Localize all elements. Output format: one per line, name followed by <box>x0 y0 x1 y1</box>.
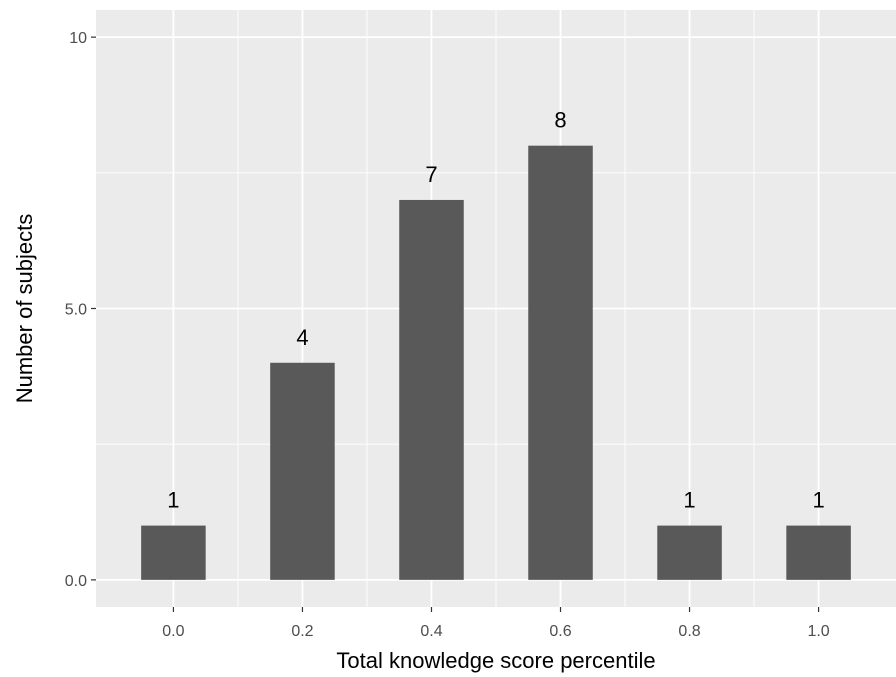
x-tick-label: 0.4 <box>420 623 442 640</box>
bar-value-label: 1 <box>683 488 695 513</box>
x-tick-label: 0.2 <box>291 623 313 640</box>
bar-value-label: 4 <box>296 325 308 350</box>
bars <box>141 145 851 580</box>
y-tick-label: 5.0 <box>65 302 87 319</box>
bar-value-label: 1 <box>167 488 179 513</box>
bar <box>786 525 851 580</box>
bar-value-label: 7 <box>425 162 437 187</box>
x-tick-label: 1.0 <box>807 623 829 640</box>
bar <box>141 525 206 580</box>
bar <box>399 199 464 580</box>
x-axis: 0.0 0.2 0.4 0.6 0.8 1.0 <box>162 607 830 640</box>
x-tick-label: 0.8 <box>678 623 700 640</box>
bar-value-label: 1 <box>812 488 824 513</box>
data-labels: 1 4 7 8 1 1 <box>167 108 824 513</box>
y-axis: 0.0 5.0 10 <box>65 30 96 590</box>
y-tick-label: 10 <box>69 30 87 47</box>
bar-value-label: 8 <box>554 108 566 133</box>
x-tick-label: 0.0 <box>162 623 184 640</box>
y-tick-label: 0.0 <box>65 573 87 590</box>
x-axis-title: Total knowledge score percentile <box>336 648 655 673</box>
bar <box>270 362 335 580</box>
bar <box>657 525 722 580</box>
x-tick-label: 0.6 <box>549 623 571 640</box>
bar <box>528 145 593 580</box>
y-axis-title: Number of subjects <box>12 214 37 404</box>
